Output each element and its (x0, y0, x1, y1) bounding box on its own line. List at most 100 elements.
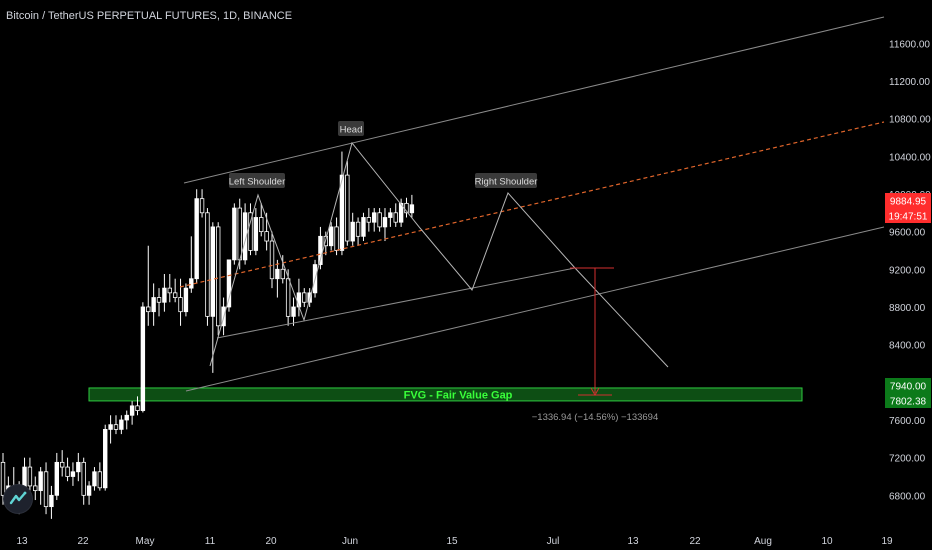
candle-body (334, 226, 339, 251)
candle-body (269, 240, 275, 280)
candle-body (38, 471, 43, 492)
candle-body (33, 485, 38, 492)
last-price-badge-box (885, 193, 931, 208)
candle-body (27, 466, 33, 487)
candle-body (129, 405, 135, 416)
candle-body (393, 212, 398, 223)
tradingview-logo-icon[interactable] (4, 485, 32, 513)
channel-lower-line (185, 226, 885, 392)
candle-body (398, 202, 404, 223)
x-tick-label: Jul (547, 536, 560, 547)
candle-body (226, 259, 232, 308)
candle-body (285, 278, 291, 317)
candle-body (189, 278, 194, 289)
candle-body (194, 198, 199, 280)
candle-body (119, 419, 124, 430)
candle-body (275, 268, 280, 280)
y-tick-label: 8400.00 (889, 341, 926, 352)
candle-body (355, 221, 361, 237)
candle-body (237, 207, 242, 261)
candle-body (388, 212, 393, 218)
countdown-badge-box (885, 208, 931, 223)
fvg-zone (88, 387, 803, 402)
fvg-label: FVG - Fair Value Gap (404, 389, 513, 401)
candle-body (409, 204, 415, 214)
candle-body (178, 297, 183, 313)
x-tick-label: 20 (265, 536, 277, 547)
x-tick-label: 19 (881, 536, 893, 547)
symbol-title: Bitcoin / TetherUS PERPETUAL FUTURES, 1D… (6, 10, 293, 22)
candle-body (0, 461, 6, 496)
head-label: Head (340, 125, 363, 136)
candle-body (248, 212, 253, 251)
candle-body (43, 471, 49, 508)
candle-body (232, 207, 237, 261)
candle-body (113, 424, 119, 430)
y-tick-label: 10400.00 (889, 152, 931, 163)
candle-body (156, 297, 162, 303)
candle-body (382, 217, 388, 228)
channel-upper-line (183, 16, 885, 184)
candle-body (264, 231, 269, 242)
candle-body (350, 221, 355, 242)
x-tick-label: 13 (627, 536, 639, 547)
measure-readout: −1336.94 (−14.56%) −133694 (532, 412, 659, 423)
candle-body (366, 217, 372, 223)
candle-body (124, 414, 129, 421)
candle-body (318, 235, 323, 265)
x-tick-label: Jun (342, 536, 358, 547)
candle-body (135, 405, 140, 411)
candle-body (199, 198, 205, 214)
x-tick-label: 15 (446, 536, 458, 547)
y-tick-label: 7200.00 (889, 454, 926, 465)
y-tick-label: 11200.00 (889, 77, 930, 88)
candle-body (372, 212, 377, 223)
candle-body (86, 485, 92, 496)
x-tick-label: 22 (689, 536, 701, 547)
candle-body (54, 461, 59, 496)
candle-body (103, 428, 108, 489)
y-tick-label: 11600.00 (889, 39, 930, 50)
left-shoulder-label-box (229, 173, 285, 188)
candle-body (328, 226, 334, 247)
y-tick-label: 9200.00 (889, 265, 926, 276)
candle-body (146, 306, 151, 313)
candle-body (361, 217, 366, 237)
candle-body (151, 297, 156, 313)
candle-body (162, 287, 167, 303)
measure-arrow-head (590, 387, 600, 397)
candle-body (183, 287, 189, 313)
channel-midline (179, 121, 885, 288)
candle-body (65, 466, 70, 477)
drawings-layer: Head Left Shoulder Right Shoulder −1336.94 … (179, 16, 885, 423)
candle-body (140, 306, 146, 411)
candle-body (210, 226, 216, 317)
candle-body (97, 471, 103, 489)
left-shoulder-label: Left Shoulder (229, 177, 286, 188)
candle-body (59, 461, 65, 468)
candle-body (259, 217, 264, 233)
x-tick-label: 10 (821, 536, 833, 547)
head-label-box (338, 121, 364, 136)
fvg-top-badge: 7940.00 (890, 382, 927, 393)
y-tick-label: 7600.00 (889, 416, 926, 427)
countdown-badge: 19:47:51 (889, 212, 928, 223)
candle-body (81, 461, 86, 496)
fvg-bottom-badge-box (885, 393, 931, 408)
x-tick-label: 22 (77, 536, 89, 547)
y-tick-label: 8800.00 (889, 303, 926, 314)
candle-body (339, 174, 345, 251)
last-price-badge: 9884.95 (890, 197, 927, 208)
candles-layer: FVG - Fair Value Gap (0, 151, 803, 519)
head-shoulders-pattern (209, 141, 669, 368)
fvg-bottom-badge: 7802.38 (890, 397, 927, 408)
logo-mark-icon (9, 491, 27, 505)
candle-body (108, 424, 113, 430)
candle-body (167, 287, 172, 294)
candle-body (172, 292, 178, 298)
x-tick-label: 11 (205, 536, 216, 547)
candle-body (404, 202, 409, 214)
y-tick-label: 6800.00 (889, 491, 926, 502)
